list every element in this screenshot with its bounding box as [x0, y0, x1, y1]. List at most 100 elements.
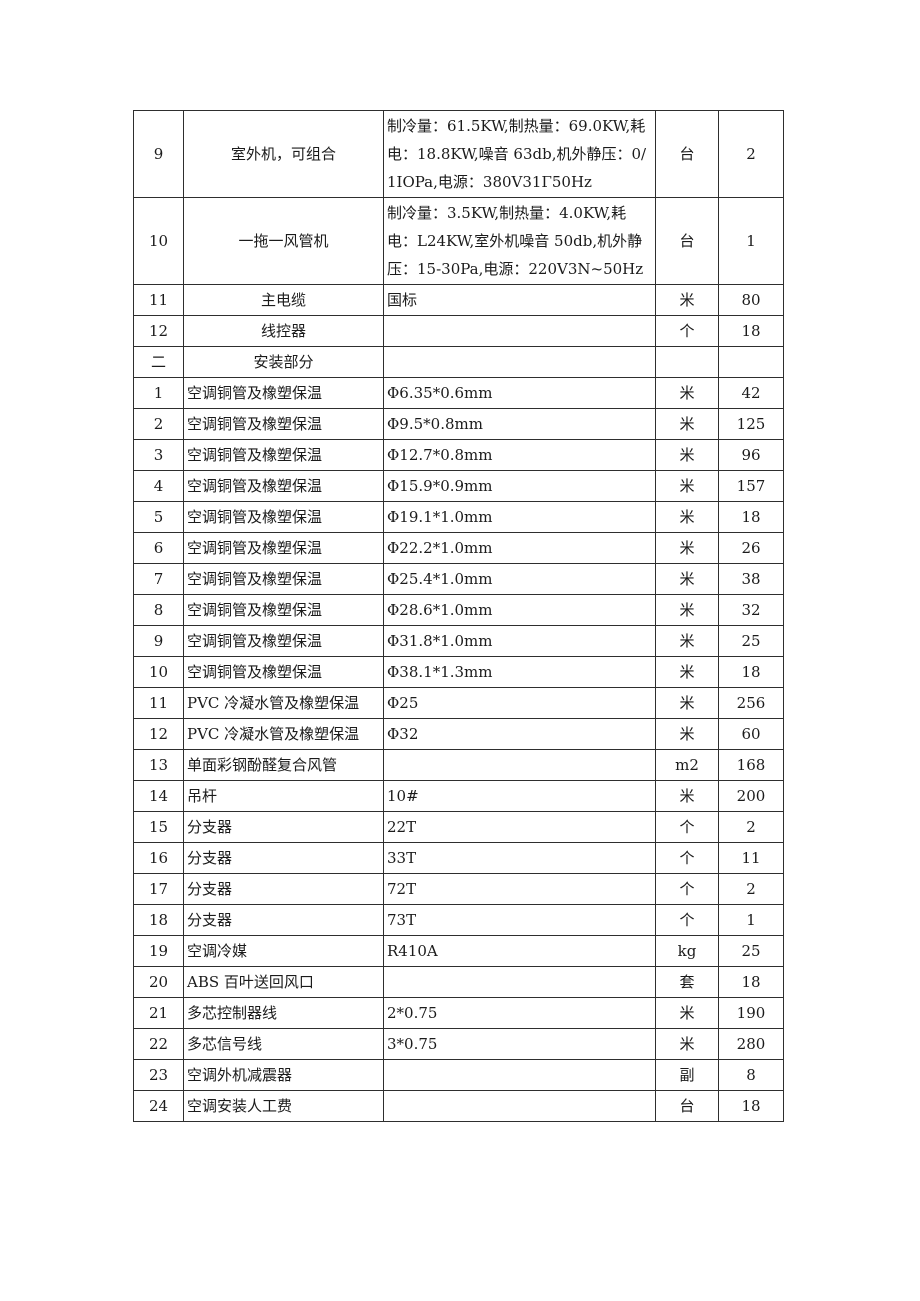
cell-name: PVC 冷凝水管及橡塑保温 [183, 718, 384, 750]
cell-no: 24 [133, 1090, 184, 1122]
table-row: 21 多芯控制器线 2*0.75 米 190 [133, 997, 784, 1029]
cell-unit: 台 [655, 197, 719, 285]
cell-unit: 个 [655, 904, 719, 936]
table-row: 10 空调铜管及橡塑保温 Φ38.1*1.3mm 米 18 [133, 656, 784, 688]
table-row: 11 主电缆 国标米 80 [133, 284, 784, 316]
table-row: 2 空调铜管及橡塑保温 Φ9.5*0.8mm 米 125 [133, 408, 784, 440]
cell-unit: 套 [655, 966, 719, 998]
table-row: 9 室外机，可组合 制冷量：61.5KW,制热量：69.0KW,耗电：18.8KW,… [133, 110, 784, 198]
cell-name: 空调铜管及橡塑保温 [183, 625, 384, 657]
table-row: 20 ABS 百叶送回风口 套 18 [133, 966, 784, 998]
cell-qty: 18 [718, 656, 784, 688]
cell-unit: 米 [655, 563, 719, 595]
table-row: 24 空调安装人工费 台 18 [133, 1090, 784, 1122]
cell-spec: Φ12.7*0.8mm [383, 439, 656, 471]
cell-no: 23 [133, 1059, 184, 1091]
table-row: 17 分支器 72T 个 2 [133, 873, 784, 905]
equipment-install-table: 9 室外机，可组合 制冷量：61.5KW,制热量：69.0KW,耗电：18.8KW,… [133, 110, 784, 1122]
cell-qty: 25 [718, 935, 784, 967]
cell-unit: 个 [655, 842, 719, 874]
cell-qty: 2 [718, 110, 784, 198]
cell-no: 16 [133, 842, 184, 874]
table-row: 16 分支器 33T 个 11 [133, 842, 784, 874]
cell-qty: 42 [718, 377, 784, 409]
cell-unit: 个 [655, 873, 719, 905]
cell-qty: 200 [718, 780, 784, 812]
cell-unit: 米 [655, 687, 719, 719]
cell-spec: Φ19.1*1.0mm [383, 501, 656, 533]
table-row: 12 线控器 个 18 [133, 315, 784, 347]
cell-name: 空调外机减震器 [183, 1059, 384, 1091]
cell-name: 安装部分 [183, 346, 384, 378]
cell-qty: 280 [718, 1028, 784, 1060]
cell-spec [383, 749, 656, 781]
cell-qty: 190 [718, 997, 784, 1029]
cell-unit: 米 [655, 470, 719, 502]
table-row: 19 空调冷媒 R410A kg 25 [133, 935, 784, 967]
cell-name: 空调冷媒 [183, 935, 384, 967]
cell-qty: 18 [718, 1090, 784, 1122]
cell-name: 空调铜管及橡塑保温 [183, 501, 384, 533]
cell-name: 分支器 [183, 811, 384, 843]
cell-name: 空调铜管及橡塑保温 [183, 594, 384, 626]
cell-spec: 国标 [383, 284, 656, 316]
cell-name: 空调铜管及橡塑保温 [183, 470, 384, 502]
cell-unit: 米 [655, 594, 719, 626]
table-row: 14 吊杆 10# 米 200 [133, 780, 784, 812]
cell-unit: 个 [655, 811, 719, 843]
cell-unit: 米 [655, 718, 719, 750]
cell-spec: Φ6.35*0.6mm [383, 377, 656, 409]
cell-name: 单面彩钢酚醛复合风管 [183, 749, 384, 781]
cell-no: 14 [133, 780, 184, 812]
cell-qty: 1 [718, 904, 784, 936]
cell-no: 12 [133, 315, 184, 347]
cell-unit: 台 [655, 110, 719, 198]
cell-unit: 米 [655, 625, 719, 657]
cell-name: 分支器 [183, 904, 384, 936]
cell-spec: 2*0.75 [383, 997, 656, 1029]
cell-qty: 38 [718, 563, 784, 595]
cell-qty: 60 [718, 718, 784, 750]
cell-qty: 18 [718, 315, 784, 347]
cell-unit: 个 [655, 315, 719, 347]
cell-no: 12 [133, 718, 184, 750]
cell-spec: 制冷量：61.5KW,制热量：69.0KW,耗电：18.8KW,噪音 63db,… [383, 110, 656, 198]
cell-qty: 96 [718, 439, 784, 471]
table-row: 18 分支器 73T 个 1 [133, 904, 784, 936]
cell-unit: 米 [655, 284, 719, 316]
cell-no: 15 [133, 811, 184, 843]
cell-no: 1 [133, 377, 184, 409]
cell-name: 空调铜管及橡塑保温 [183, 439, 384, 471]
cell-spec: 制冷量：3.5KW,制热量：4.0KW,耗电：L24KW,室外机噪音 50db,… [383, 197, 656, 285]
cell-unit: 米 [655, 997, 719, 1029]
cell-name: PVC 冷凝水管及橡塑保温 [183, 687, 384, 719]
table-row: 11 PVC 冷凝水管及橡塑保温 Φ25 米 256 [133, 687, 784, 719]
cell-spec [383, 1090, 656, 1122]
cell-name: 分支器 [183, 842, 384, 874]
cell-no: 7 [133, 563, 184, 595]
cell-unit: 米 [655, 780, 719, 812]
cell-no: 10 [133, 656, 184, 688]
cell-spec: Φ31.8*1.0mm [383, 625, 656, 657]
cell-spec: R410A [383, 935, 656, 967]
cell-spec [383, 346, 656, 378]
cell-spec: Φ22.2*1.0mm [383, 532, 656, 564]
cell-name: 空调铜管及橡塑保温 [183, 656, 384, 688]
cell-no: 11 [133, 687, 184, 719]
cell-qty: 157 [718, 470, 784, 502]
cell-name: 室外机，可组合 [183, 110, 384, 198]
table-row: 15 分支器 22T 个 2 [133, 811, 784, 843]
cell-no: 2 [133, 408, 184, 440]
table-row: 1 空调铜管及橡塑保温 Φ6.35*0.6mm 米 42 [133, 377, 784, 409]
cell-no: 9 [133, 110, 184, 198]
table-row: 6 空调铜管及橡塑保温 Φ22.2*1.0mm 米 26 [133, 532, 784, 564]
cell-name: 多芯信号线 [183, 1028, 384, 1060]
cell-unit: 台 [655, 1090, 719, 1122]
cell-unit: 米 [655, 501, 719, 533]
table-row: 7 空调铜管及橡塑保温 Φ25.4*1.0mm 米 38 [133, 563, 784, 595]
cell-unit: m2 [655, 749, 719, 781]
cell-no: 17 [133, 873, 184, 905]
cell-no: 二 [133, 346, 184, 378]
cell-spec: 22T [383, 811, 656, 843]
table-row: 23 空调外机减震器 副 8 [133, 1059, 784, 1091]
